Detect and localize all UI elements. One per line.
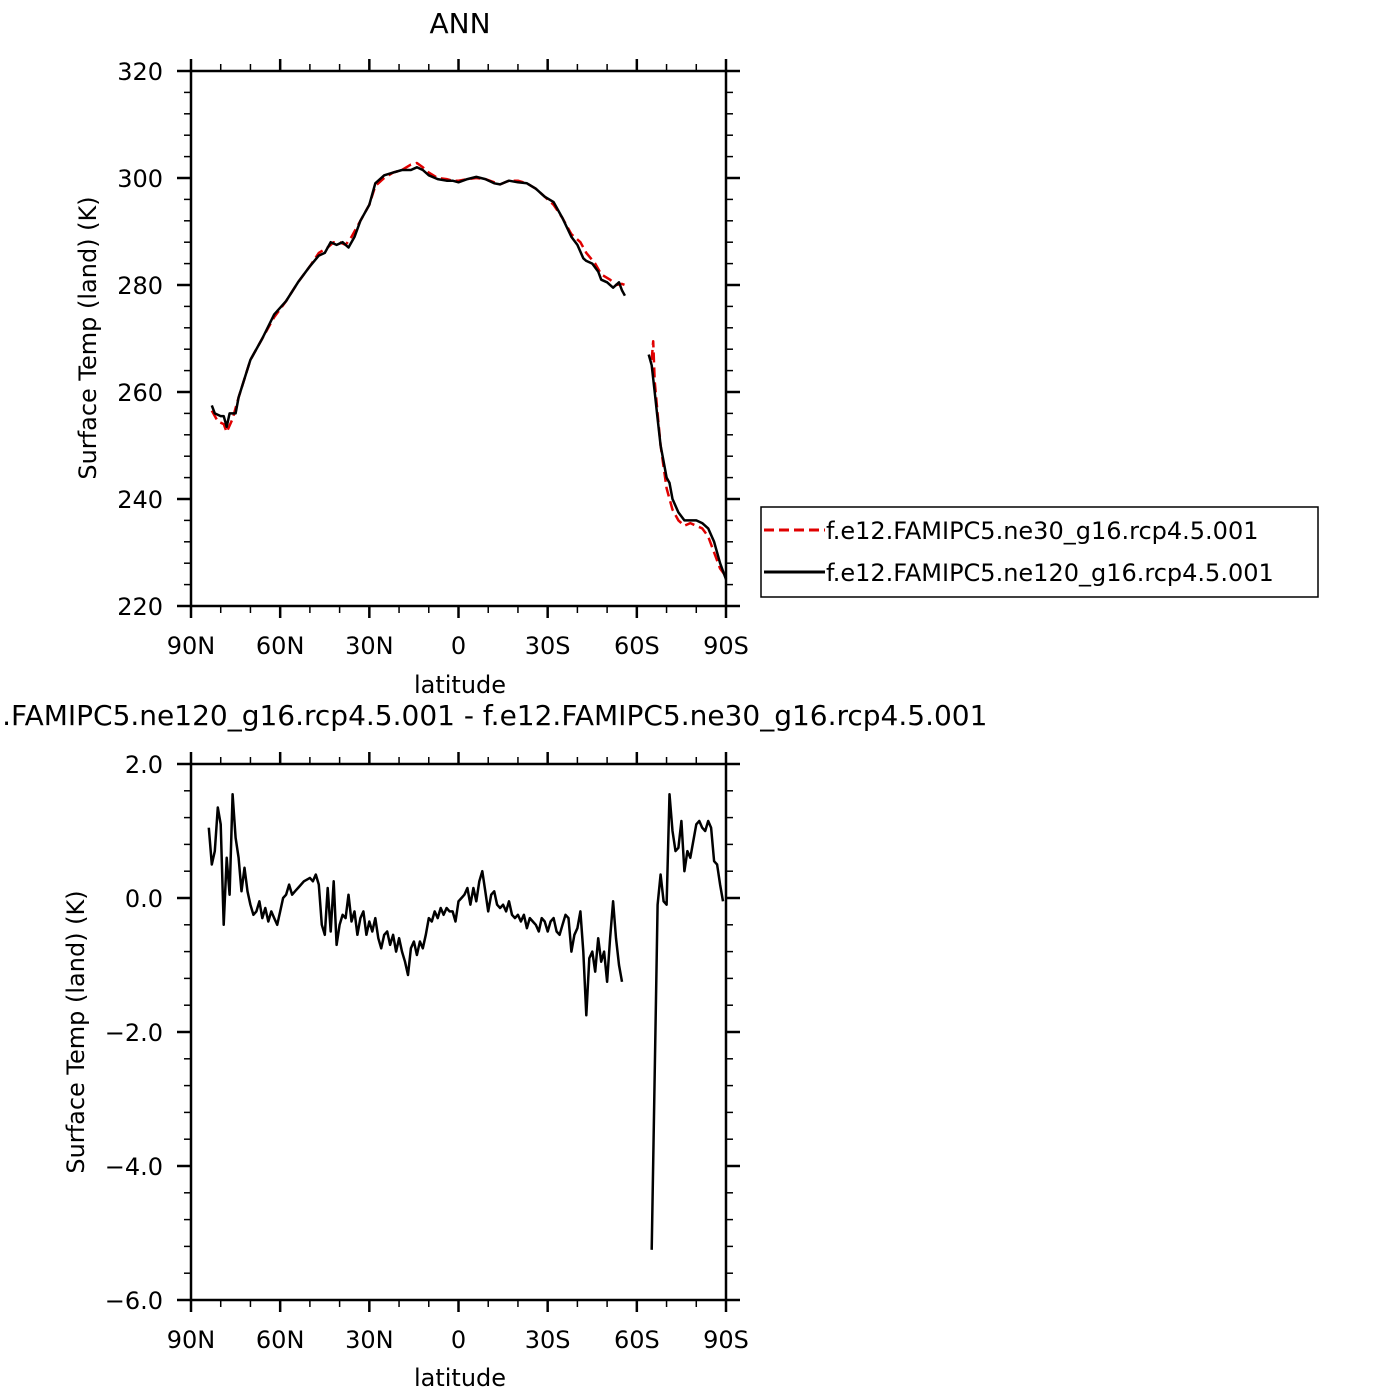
x-tick-label: 60S	[614, 632, 660, 660]
top-title: ANN	[429, 7, 490, 40]
y-tick-label: 320	[117, 58, 163, 86]
x-tick-label: 90S	[703, 1326, 749, 1354]
bottom-x-axis-label: latitude	[414, 1364, 506, 1392]
legend-box	[760, 506, 1319, 598]
legend: f.e12.FAMIPC5.ne30_g16.rcp4.5.001 f.e12.…	[760, 506, 1319, 598]
bottom-plot-frame	[189, 762, 728, 1302]
x-tick-label: 30S	[525, 632, 571, 660]
legend-label-ne120: f.e12.FAMIPC5.ne120_g16.rcp4.5.001	[826, 559, 1274, 587]
x-tick-label: 90N	[167, 1326, 216, 1354]
x-tick-label: 60N	[256, 1326, 305, 1354]
y-tick-label: −4.0	[105, 1153, 163, 1181]
x-tick-label: 60S	[614, 1326, 660, 1354]
x-tick-label: 30N	[345, 1326, 394, 1354]
x-tick-label: 30S	[525, 1326, 571, 1354]
y-tick-label: 280	[117, 272, 163, 300]
series-line-0-segment-0	[210, 161, 626, 434]
legend-label-ne30: f.e12.FAMIPC5.ne30_g16.rcp4.5.001	[826, 517, 1259, 545]
series-line-0-segment-1	[650, 792, 725, 1250]
top-y-axis-label: Surface Temp (land) (K)	[74, 196, 102, 479]
y-tick-label: 2.0	[125, 751, 163, 779]
x-tick-label: 0	[451, 632, 466, 660]
bottom-y-axis-label: Surface Temp (land) (K)	[62, 890, 90, 1173]
y-tick-label: 260	[117, 379, 163, 407]
x-tick-label: 90S	[703, 632, 749, 660]
y-tick-label: −6.0	[105, 1287, 163, 1315]
y-tick-label: 0.0	[125, 885, 163, 913]
bottom-title: f.e12.FAMIPC5.ne120_g16.rcp4.5.001 - f.e…	[0, 699, 987, 732]
y-tick-label: 300	[117, 165, 163, 193]
x-tick-label: 0	[451, 1326, 466, 1354]
top-panel: ANN 90N 60N 30N 0 30S 60S 90S 220 240 260 280 300 32…	[74, 7, 749, 699]
x-tick-label: 90N	[167, 632, 216, 660]
series-line-1-segment-1	[647, 354, 728, 580]
top-plot-frame	[189, 69, 728, 608]
bottom-panel: f.e12.FAMIPC5.ne120_g16.rcp4.5.001 - f.e…	[0, 699, 987, 1392]
top-x-axis-label: latitude	[414, 671, 506, 699]
y-tick-label: 220	[117, 593, 163, 621]
series-line-1-segment-0	[210, 166, 626, 429]
x-tick-label: 30N	[345, 632, 394, 660]
y-tick-label: −2.0	[105, 1019, 163, 1047]
series-line-0-segment-0	[207, 792, 624, 1017]
y-tick-label: 240	[117, 486, 163, 514]
x-tick-label: 60N	[256, 632, 305, 660]
